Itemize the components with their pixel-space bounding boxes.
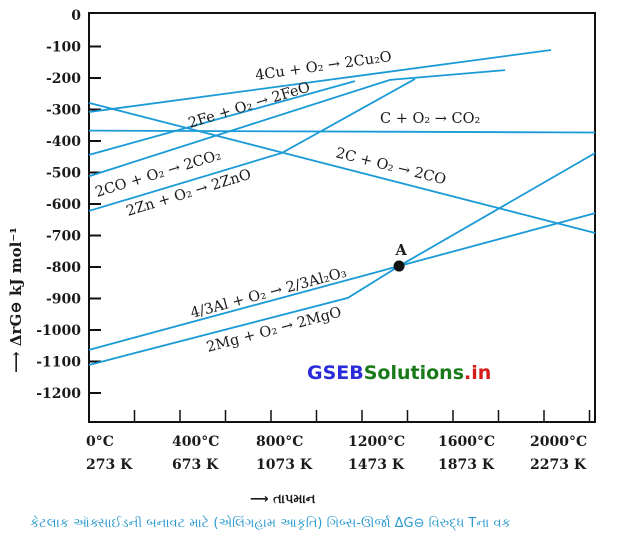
y-tick-label: -800: [46, 260, 81, 276]
plot-frame: [88, 12, 596, 423]
x-tick-label-celsius: 1200°C: [348, 434, 405, 450]
point-a-label: A: [394, 242, 407, 259]
series-line-1: [88, 80, 356, 156]
watermark-part3: .in: [464, 362, 491, 384]
x-tick-label-celsius: 2000°C: [530, 434, 587, 450]
x-tick-label-celsius: 1600°C: [438, 434, 495, 450]
x-tick-label-kelvin: 1073 K: [256, 457, 313, 473]
x-tick-label-kelvin: 1873 K: [438, 457, 495, 473]
series-label-1: 2Fe + O₂ → 2FeO: [186, 80, 312, 132]
y-tick-label: -200: [46, 71, 81, 87]
series-line-2: [88, 129, 596, 134]
series-label-0: 4Cu + O₂ → 2Cu₂O: [254, 49, 392, 84]
y-tick-label: -700: [46, 229, 81, 245]
x-tick-label-kelvin: 273 K: [86, 457, 133, 473]
y-tick-label: -900: [46, 292, 81, 308]
y-tick-label: -400: [46, 134, 81, 150]
watermark: GSEBSolutions.in: [307, 362, 491, 384]
series-line-0: [88, 49, 552, 113]
series-line-5: [88, 102, 596, 234]
series-line-3: [88, 69, 506, 178]
y-tick-label: 0: [71, 8, 81, 24]
watermark-part1: GSEB: [307, 362, 364, 384]
figure-caption: કેટલાક ઑક્સાઈડની બનાવટ માટે (એલિંગહામ આક…: [30, 515, 511, 531]
x-axis-label: ⟶ તાપમાન: [250, 492, 316, 507]
x-tick-label-kelvin: 1473 K: [348, 457, 405, 473]
x-tick-label-celsius: 400°C: [172, 434, 219, 450]
x-tick-label-kelvin: 673 K: [172, 457, 219, 473]
x-tick-label-celsius: 800°C: [256, 434, 303, 450]
point-a-marker: [393, 260, 405, 272]
x-tick-label-celsius: 0°C: [86, 434, 114, 450]
y-tick-label: -1000: [36, 323, 81, 339]
x-tick-label-kelvin: 2273 K: [530, 457, 587, 473]
y-tick-label: -600: [46, 197, 81, 213]
y-tick-label: -1200: [36, 386, 81, 402]
y-tick-label: -500: [46, 166, 81, 182]
series-label-2: C + O₂ → CO₂: [380, 111, 480, 127]
y-tick-label: -1100: [36, 355, 81, 371]
y-tick-label: -100: [46, 40, 81, 56]
watermark-part2: Solutions: [364, 362, 464, 384]
y-axis-label: ⟶ ΔrG⊖ kJ mol⁻¹: [7, 227, 25, 373]
series-line-7: [88, 152, 596, 366]
series-label-5: 2C + O₂ → 2CO: [334, 145, 448, 188]
y-tick-label: -300: [46, 103, 81, 119]
